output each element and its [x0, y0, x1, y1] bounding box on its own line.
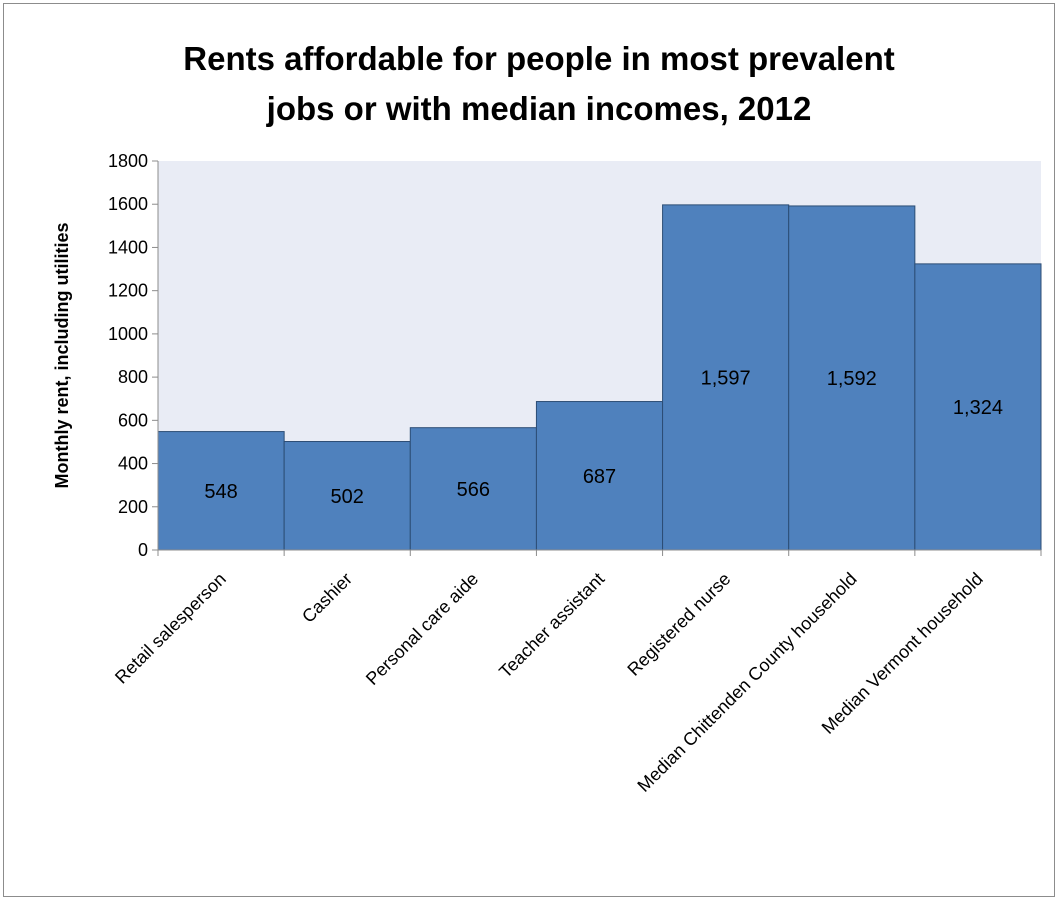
data-label-4: 687	[583, 466, 616, 488]
chart-title-line-2: jobs or with median incomes, 2012	[266, 90, 812, 127]
axes-group: 0 200 400 600 800 1000 1200 1400 1600 1800	[108, 151, 1042, 560]
y-tick-label-1200: 1200	[108, 281, 148, 301]
category-label-5: Registered nurse	[623, 569, 734, 680]
y-tick-label-1600: 1600	[108, 194, 148, 214]
y-tick-label-400: 400	[118, 454, 148, 474]
y-tick-label-0: 0	[138, 540, 148, 560]
data-label-1: 548	[204, 481, 237, 503]
y-tick-label-1800: 1800	[108, 151, 148, 171]
category-label-6: Median Chittenden County household	[633, 569, 860, 796]
bar-6	[788, 205, 916, 551]
data-label-5: 1,597	[701, 367, 751, 389]
data-label-6: 1,592	[827, 368, 877, 390]
chart-title-line-1: Rents affordable for people in most prev…	[183, 40, 895, 77]
y-tick-label-600: 600	[118, 410, 148, 430]
bars-group	[157, 204, 1042, 551]
data-label-7: 1,324	[953, 397, 1003, 419]
bar-5	[662, 204, 790, 551]
category-label-2: Cashier	[298, 569, 356, 627]
data-label-2: 502	[331, 486, 364, 508]
category-label-4: Teacher assistant	[495, 569, 608, 682]
y-tick-label-200: 200	[118, 497, 148, 517]
category-label-3: Personal care aide	[362, 569, 482, 689]
category-label-1: Retail salesperson	[111, 569, 230, 688]
bar-7	[914, 263, 1042, 551]
data-label-3: 566	[457, 479, 490, 501]
y-axis-title: Monthly rent, including utilities	[52, 223, 72, 489]
y-tick-label-1000: 1000	[108, 324, 148, 344]
chart-title: Rents affordable for people in most prev…	[0, 34, 1058, 134]
y-tick-label-800: 800	[118, 367, 148, 387]
y-tick-label-1400: 1400	[108, 237, 148, 257]
